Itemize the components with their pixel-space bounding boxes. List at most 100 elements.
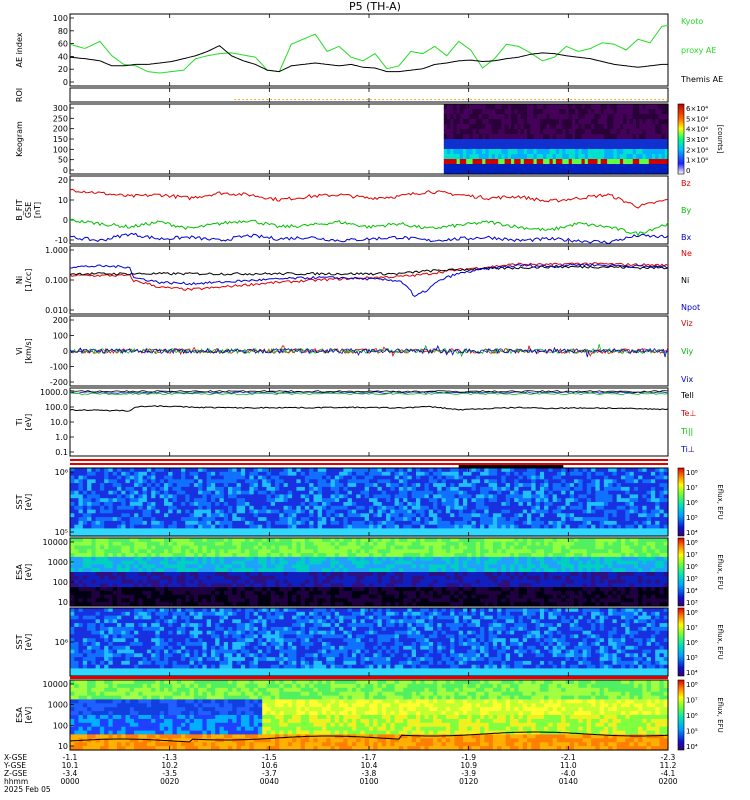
spectrogram-cell (257, 513, 263, 518)
spectrogram-cell (398, 494, 404, 499)
spectrogram-cell (587, 114, 592, 120)
spectrogram-cell (514, 479, 520, 484)
spectrogram-cell (138, 556, 144, 562)
spectrogram-cell (522, 471, 528, 477)
spectrogram-cell (104, 498, 110, 503)
spectrogram-cell (565, 517, 571, 522)
spectrogram-cell (663, 505, 669, 511)
spectrogram-cell (185, 479, 191, 484)
spectrogram-cell (356, 502, 362, 507)
spectrogram-cell (453, 159, 458, 165)
spectrogram-cell (546, 159, 551, 165)
y-tick-label-v: 200 (53, 316, 68, 325)
spectrogram-cell (206, 560, 212, 566)
spectrogram-cell (520, 139, 525, 145)
spectrogram-cell (428, 513, 434, 518)
spectrogram-cell (206, 479, 212, 484)
spectrogram-cell (471, 498, 477, 503)
spectrogram-cell (193, 564, 199, 569)
spectrogram-cell (129, 553, 135, 558)
spectrogram-cell (531, 505, 537, 511)
spectrogram-cell (343, 468, 349, 473)
spectrogram-cell (266, 513, 272, 518)
spectrogram-cell (428, 517, 434, 522)
spectrogram-cell (505, 528, 511, 533)
spectrogram-cell (82, 505, 88, 511)
spectrogram-cell (87, 590, 92, 596)
spectrogram-cell (151, 602, 157, 607)
spectrogram-cell (78, 520, 84, 526)
spectrogram-cell (626, 144, 631, 150)
spectrogram-cell (296, 490, 302, 496)
spectrogram-cell (151, 553, 157, 558)
spectrogram-cell (95, 486, 101, 492)
spectrogram-cell (632, 159, 637, 165)
spectrogram-cell (450, 119, 454, 125)
spectrogram-cell (155, 486, 161, 492)
spectrogram-cell (475, 520, 481, 526)
spectrogram-cell (565, 490, 571, 496)
roi-marker (590, 99, 592, 100)
spectrogram-cell (471, 517, 477, 522)
spectrogram-cell (373, 483, 379, 488)
spectrogram-cell (458, 490, 464, 496)
spectrogram-cell (484, 517, 490, 522)
spectrogram-cell (511, 139, 515, 145)
spectrogram-cell (463, 471, 468, 477)
spectrogram-cell (74, 532, 80, 537)
spectrogram-cell (240, 505, 246, 511)
spectrogram-cell (270, 575, 276, 581)
spectrogram-cell (655, 124, 659, 130)
spectrogram-cell (206, 483, 212, 488)
spectrogram-cell (539, 159, 544, 165)
spectrogram-cell (466, 119, 470, 125)
spectrogram-cell (619, 144, 624, 150)
spectrogram-cell (416, 490, 421, 496)
spectrogram-cell (279, 471, 285, 477)
spectrogram-cell (369, 471, 374, 477)
spectrogram-cell (655, 528, 661, 533)
spectrogram-cell (443, 124, 448, 130)
spectrogram-cell (215, 560, 221, 566)
spectrogram-cell (638, 490, 643, 496)
spectrogram-cell (292, 572, 297, 577)
spectrogram-cell (317, 505, 323, 511)
spectrogram-cell (309, 549, 315, 554)
spectrogram-cell (658, 104, 663, 110)
spectrogram-cell (591, 509, 596, 514)
spectrogram-cell (270, 479, 276, 484)
roi-marker (314, 99, 316, 100)
spectrogram-cell (659, 479, 665, 484)
spectrogram-cell (206, 490, 212, 496)
y-axis-label-keogram: Keogram (15, 121, 24, 157)
roi-marker (394, 99, 396, 100)
spectrogram-cell (492, 498, 498, 503)
roi-marker (650, 99, 652, 100)
spectrogram-cell (253, 513, 259, 518)
spectrogram-cell (193, 475, 199, 480)
spectrogram-cell (326, 590, 332, 596)
spectrogram-cell (621, 513, 626, 518)
spectrogram-cell (613, 159, 618, 165)
spectrogram-cell (498, 149, 502, 155)
roi-marker (390, 99, 392, 100)
spectrogram-cell (642, 149, 647, 155)
spectrogram-cell (198, 568, 203, 573)
spectrogram-cell (531, 517, 537, 522)
spectrogram-cell (249, 572, 255, 577)
spectrogram-cell (91, 490, 97, 496)
spectrogram-cell (488, 490, 494, 496)
spectrogram-cell (578, 483, 584, 488)
spectrogram-cell (193, 471, 199, 477)
spectrogram-cell (527, 479, 532, 484)
spectrogram-cell (645, 109, 650, 115)
spectrogram-cell (125, 572, 131, 577)
spectrogram-cell (240, 483, 246, 488)
spectrogram-cell (459, 124, 464, 130)
spectrogram-cell (364, 483, 370, 488)
spectrogram-cell (480, 509, 485, 514)
spectrogram-cell (645, 159, 650, 165)
spectrogram-cell (599, 513, 605, 518)
spectrogram-cell (466, 169, 470, 175)
spectrogram-cell (518, 475, 524, 480)
